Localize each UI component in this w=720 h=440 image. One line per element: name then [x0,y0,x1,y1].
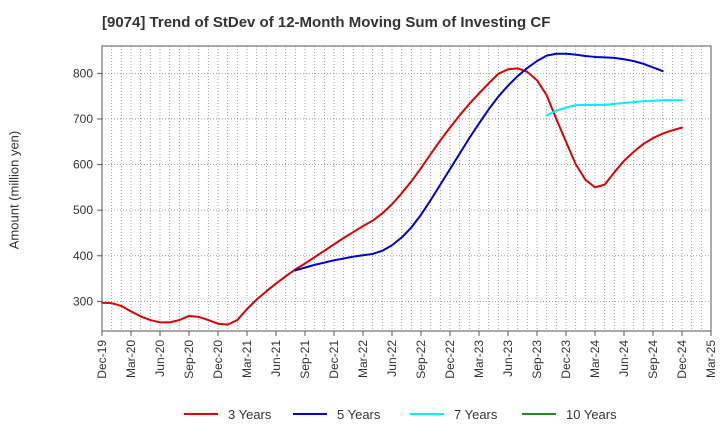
series-line-3-years [101,67,683,326]
legend-swatch [184,413,218,415]
legend-item: 7 Years [410,404,497,424]
x-tick-label: Jun-23 [501,340,515,377]
x-tick-label: Mar-22 [356,340,370,378]
legend-label: 5 Years [337,406,381,422]
x-tick-label: Mar-23 [472,340,486,378]
y-axis-ticks: 300 400 500 600 700 800 [73,66,102,308]
y-tick-label: 400 [73,249,93,263]
legend-item: 10 Years [522,404,617,424]
x-tick-label: Dec-21 [327,340,341,379]
legend-item: 5 Years [293,404,380,424]
legend-label: 10 Years [566,406,617,422]
series-line-5-years [294,52,664,272]
chart-title: [9074] Trend of StDev of 12-Month Moving… [102,14,551,31]
x-tick-label: Jun-24 [617,340,631,377]
y-tick-label: 600 [73,158,93,172]
x-tick-label: Mar-20 [124,340,138,378]
legend-label: 7 Years [454,406,498,422]
series-line-7-years [545,99,683,117]
y-tick-label: 700 [73,112,93,126]
x-tick-label: Dec-20 [211,340,225,379]
x-tick-label: Jun-21 [269,340,283,377]
x-tick-label: Dec-19 [95,340,109,379]
legend-swatch [522,413,556,415]
x-tick-label: Sep-21 [298,340,312,379]
legend-item: 3 Years [184,404,271,424]
x-tick-label: Jun-20 [153,340,167,377]
x-tick-label: Mar-25 [704,340,718,378]
x-tick-label: Dec-24 [675,340,689,379]
x-tick-label: Jun-22 [385,340,399,377]
x-tick-label: Dec-23 [559,340,573,379]
grid [102,46,711,331]
y-tick-label: 500 [73,203,93,217]
series-lines [101,52,683,326]
x-tick-label: Sep-20 [182,340,196,379]
x-tick-label: Sep-24 [646,340,660,379]
x-tick-label: Sep-22 [414,340,428,379]
legend: 3 Years 5 Years 7 Years 10 Years [0,404,720,428]
legend-swatch [293,413,327,415]
x-tick-label: Mar-21 [240,340,254,378]
legend-swatch [410,413,444,415]
y-tick-label: 800 [73,66,93,80]
plot-frame [101,45,712,332]
y-tick-label: 300 [73,294,93,308]
x-tick-label: Mar-24 [588,340,602,378]
x-tick-label: Sep-23 [530,340,544,379]
legend-label: 3 Years [228,406,272,422]
x-axis-ticks: Dec-19 Mar-20 Jun-20 Sep-20 Dec-20 Mar-21 Jun-… [95,331,718,379]
x-tick-label: Dec-22 [443,340,457,379]
